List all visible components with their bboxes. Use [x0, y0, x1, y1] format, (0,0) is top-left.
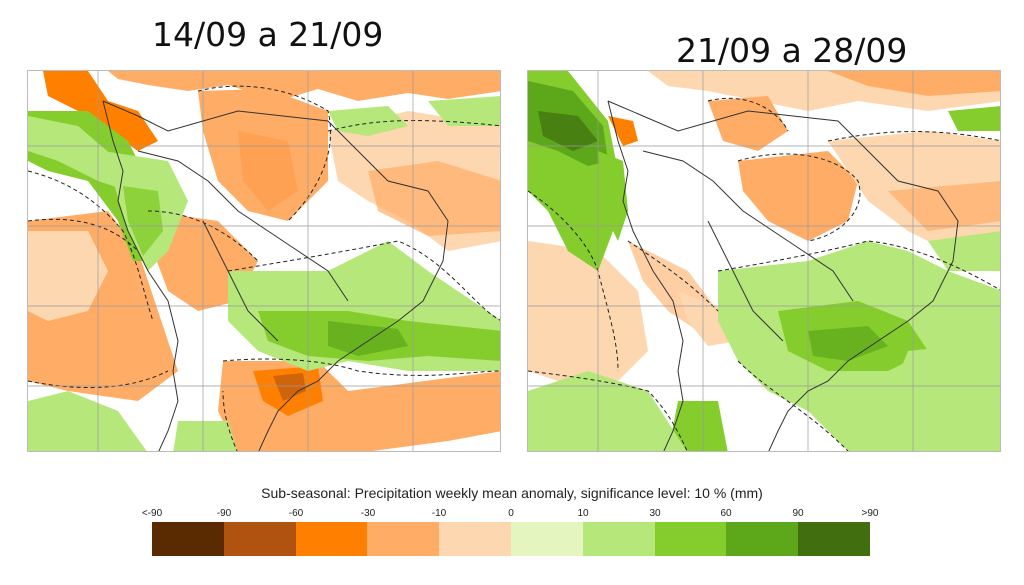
colorbar-legend [152, 522, 870, 556]
colorbar-swatch [510, 522, 583, 556]
colorbar-tick: 30 [649, 508, 661, 519]
colorbar-swatch [654, 522, 727, 556]
colorbar-tick: 10 [577, 508, 589, 519]
colorbar-swatch [295, 522, 368, 556]
colorbar-tick: 60 [720, 508, 732, 519]
colorbar-tick: -90 [216, 508, 232, 519]
map-title-week-1: 14/09 a 21/09 [152, 15, 384, 54]
colorbar-tick: -60 [288, 508, 304, 519]
colorbar-swatch [367, 522, 440, 556]
precipitation-anomaly-map-week-2 [527, 70, 1001, 452]
colorbar-swatch [439, 522, 511, 556]
colorbar-tick-labels: <-90 -90 -60 -30 -10 0 10 30 60 90 >90 [0, 508, 1024, 522]
colorbar-swatch [223, 522, 296, 556]
colorbar-swatch [726, 522, 799, 556]
precipitation-anomaly-map-week-1 [27, 70, 501, 452]
colorbar-swatch [152, 522, 224, 556]
colorbar-swatch [582, 522, 655, 556]
colorbar-tick: -30 [360, 508, 376, 519]
colorbar-tick: >90 [861, 508, 879, 519]
colorbar-swatch [798, 522, 870, 556]
colorbar-tick: <-90 [141, 508, 163, 519]
colorbar-tick: 0 [508, 508, 514, 519]
colorbar-title: Sub-seasonal: Precipitation weekly mean … [261, 485, 763, 501]
colorbar-tick: 90 [792, 508, 804, 519]
map-title-week-2: 21/09 a 28/09 [676, 31, 908, 70]
colorbar-tick: -10 [431, 508, 447, 519]
